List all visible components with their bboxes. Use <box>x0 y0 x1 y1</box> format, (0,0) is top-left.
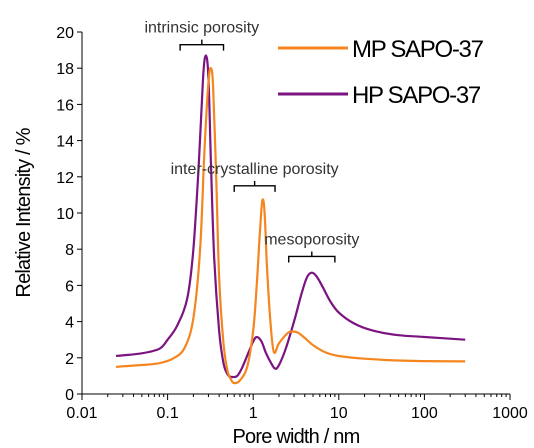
y-tick-label: 18 <box>56 61 74 78</box>
legend: MP SAPO-37 HP SAPO-37 <box>278 36 485 109</box>
x-tick-label: 10 <box>330 405 348 422</box>
y-tick-label: 16 <box>56 97 74 114</box>
x-tick-label: 100 <box>411 405 438 422</box>
x-axis-title: Pore width / nm <box>233 426 360 448</box>
y-tick-label: 8 <box>65 242 74 259</box>
annotation-bracket <box>233 180 276 192</box>
x-tick-label: 1 <box>249 405 258 422</box>
series-line-mp-sapo-37 <box>115 66 466 385</box>
y-tick-label: 0 <box>65 387 74 404</box>
y-tick-label: 20 <box>56 25 74 42</box>
x-tick-label: 1000 <box>492 405 528 422</box>
y-tick-label: 6 <box>65 278 74 295</box>
legend-label-mp: MP SAPO-37 <box>352 36 484 63</box>
legend-label-hp: HP SAPO-37 <box>352 82 481 109</box>
y-ticks: 0 2 4 6 8 10 12 14 16 18 20 <box>56 25 82 404</box>
y-tick-label: 10 <box>56 206 74 223</box>
x-tick-label: 0.01 <box>66 405 97 422</box>
x-ticks: 0.01 0.1 1 10 100 1000 <box>66 394 528 422</box>
annotation-label: mesoporosity <box>264 231 359 248</box>
series-layer <box>115 54 466 385</box>
x-tick-label: 0.1 <box>156 405 178 422</box>
annotation-label: intrinsic porosity <box>144 20 259 37</box>
y-tick-label: 2 <box>65 351 74 368</box>
y-tick-label: 12 <box>56 170 74 187</box>
y-tick-label: 14 <box>56 134 74 151</box>
annotation-layer: intrinsic porosity inter-crystalline poro… <box>144 20 359 263</box>
annotation-bracket <box>288 251 336 263</box>
annotation-label: inter-crystalline porosity <box>171 161 339 178</box>
y-axis-title: Relative Intensity / % <box>13 127 35 297</box>
y-tick-label: 4 <box>65 315 74 332</box>
annotation-bracket <box>179 39 225 51</box>
